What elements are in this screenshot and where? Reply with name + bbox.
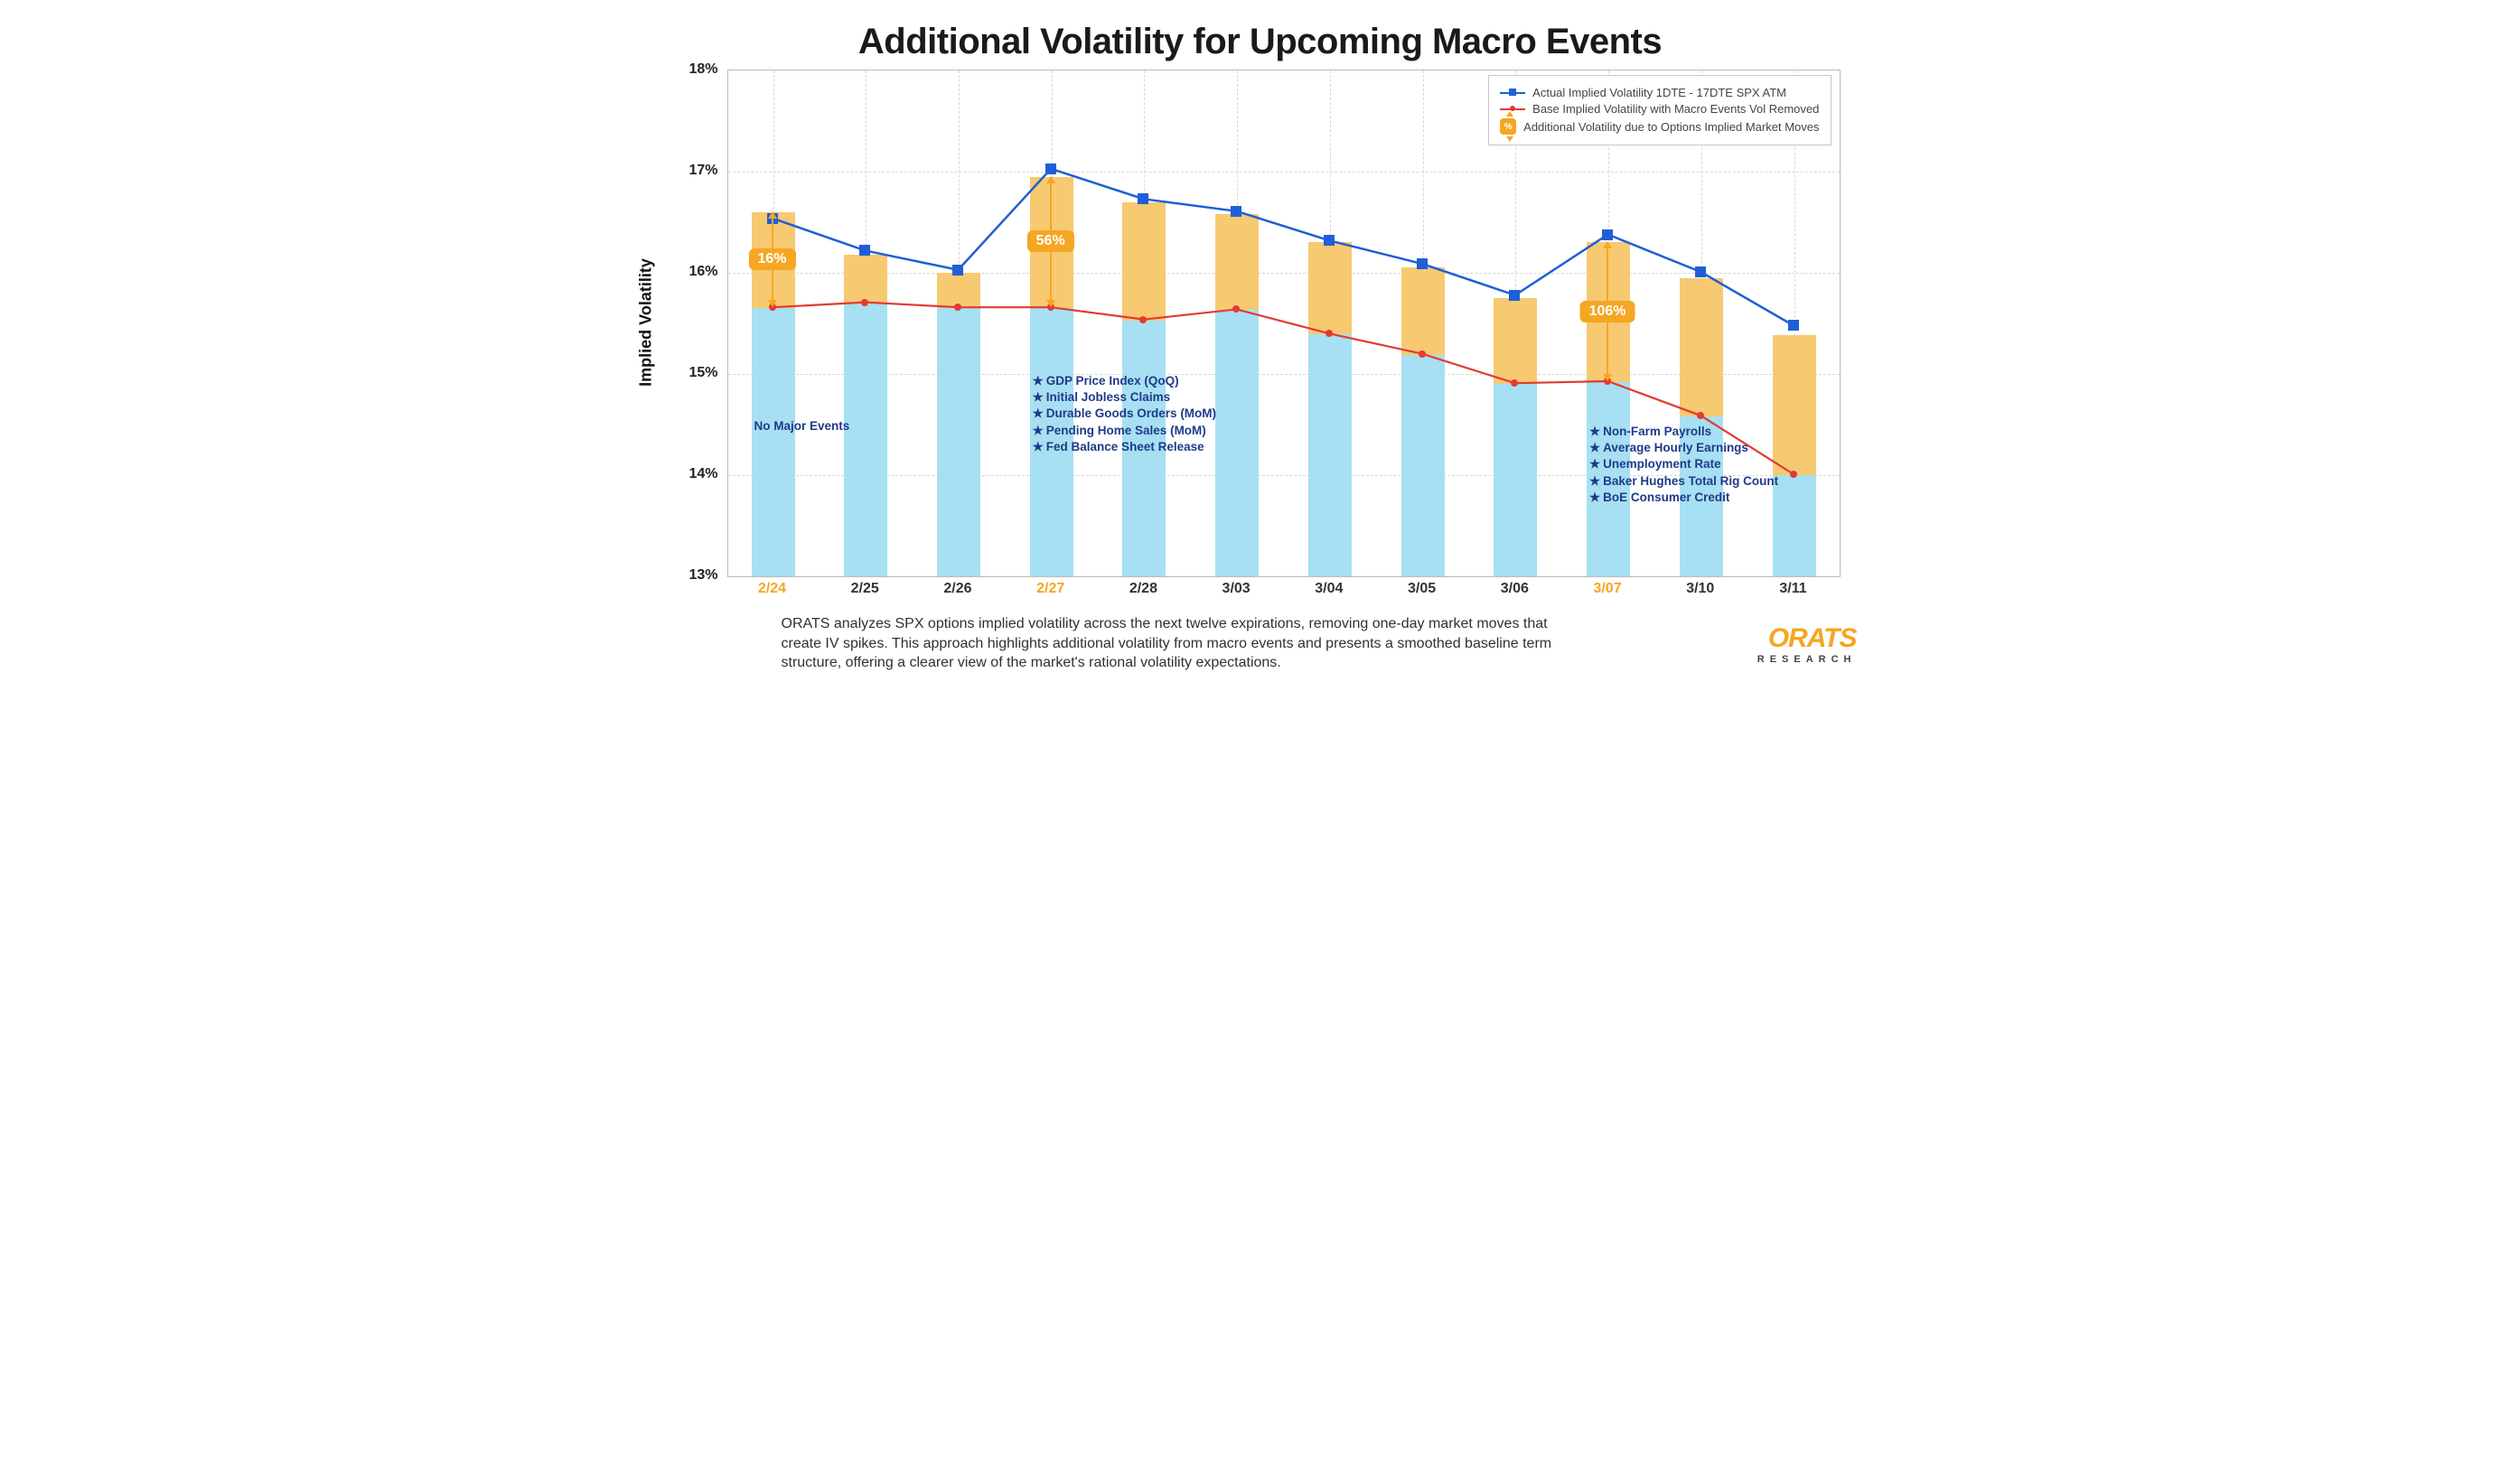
actual-marker: [1602, 229, 1613, 240]
plot-area: Implied Volatility Actual Implied Volati…: [727, 70, 1839, 575]
y-tick-label: 15%: [664, 365, 718, 381]
brand-name: ORATS: [1757, 623, 1857, 654]
legend-item-additional: % Additional Volatility due to Options I…: [1500, 118, 1819, 135]
y-axis-label: Implied Volatility: [636, 258, 655, 387]
event-item: ★Fed Balance Sheet Release: [1033, 439, 1216, 455]
y-tick-label: 18%: [664, 61, 718, 78]
event-item: ★Non-Farm Payrolls: [1589, 424, 1778, 440]
chart-container: Additional Volatility for Upcoming Macro…: [610, 0, 1911, 732]
x-tick-label: 3/10: [1664, 581, 1737, 597]
brand-tagline: RESEARCH: [1757, 654, 1857, 665]
event-item: ★Durable Goods Orders (MoM): [1033, 406, 1216, 422]
event-list: ★GDP Price Index (QoQ)★Initial Jobless C…: [1033, 373, 1216, 455]
base-marker: [1139, 316, 1147, 323]
actual-marker: [1045, 164, 1056, 174]
event-item: ★Unemployment Rate: [1589, 456, 1778, 472]
legend-label: Actual Implied Volatility 1DTE - 17DTE S…: [1532, 86, 1786, 99]
actual-marker: [952, 265, 963, 276]
legend-orange-swatch: %: [1500, 118, 1516, 135]
event-list: No Major Events: [754, 418, 850, 434]
x-tick-label: 2/25: [829, 581, 901, 597]
actual-marker: [1695, 266, 1706, 277]
base-marker: [1232, 305, 1240, 313]
event-item: ★Pending Home Sales (MoM): [1033, 423, 1216, 439]
y-tick-label: 17%: [664, 163, 718, 179]
x-tick-label: 2/24: [736, 581, 809, 597]
y-tick-label: 14%: [664, 466, 718, 482]
x-tick-label: 2/26: [922, 581, 994, 597]
legend-item-base: Base Implied Volatility with Macro Event…: [1500, 102, 1819, 116]
actual-marker: [1138, 193, 1148, 204]
x-tick-label: 3/03: [1200, 581, 1272, 597]
event-list: ★Non-Farm Payrolls★Average Hourly Earnin…: [1589, 424, 1778, 506]
actual-marker: [1417, 258, 1428, 269]
event-item: ★Average Hourly Earnings: [1589, 440, 1778, 456]
base-marker: [1790, 471, 1797, 478]
x-tick-label: 3/11: [1757, 581, 1830, 597]
actual-marker: [1324, 235, 1335, 246]
x-tick-label: 3/07: [1571, 581, 1644, 597]
actual-marker: [1231, 206, 1241, 217]
chart-description: ORATS analyzes SPX options implied volat…: [782, 614, 1577, 673]
event-item: ★Initial Jobless Claims: [1033, 389, 1216, 406]
annotation-badge: 16%: [748, 248, 795, 270]
event-item: No Major Events: [754, 418, 850, 434]
x-tick-label: 3/06: [1478, 581, 1550, 597]
x-tick-label: 3/04: [1293, 581, 1365, 597]
legend-red-swatch: [1500, 108, 1525, 110]
actual-marker: [859, 245, 870, 256]
actual-marker: [1509, 290, 1520, 301]
actual-marker: [1788, 320, 1799, 331]
base-marker: [1326, 330, 1333, 337]
legend-blue-swatch: [1500, 92, 1525, 94]
legend-label: Base Implied Volatility with Macro Event…: [1532, 102, 1819, 116]
x-tick-label: 2/27: [1015, 581, 1087, 597]
base-marker: [1419, 350, 1426, 358]
chart-title: Additional Volatility for Upcoming Macro…: [610, 0, 1911, 70]
actual-line: [773, 169, 1794, 326]
event-item: ★BoE Consumer Credit: [1589, 490, 1778, 506]
base-marker: [954, 304, 961, 311]
legend: Actual Implied Volatility 1DTE - 17DTE S…: [1488, 75, 1831, 145]
legend-item-actual: Actual Implied Volatility 1DTE - 17DTE S…: [1500, 86, 1819, 99]
y-tick-label: 16%: [664, 264, 718, 280]
x-tick-label: 3/05: [1386, 581, 1458, 597]
base-marker: [1511, 379, 1518, 387]
x-tick-label: 2/28: [1107, 581, 1179, 597]
legend-label: Additional Volatility due to Options Imp…: [1523, 120, 1819, 134]
annotation-badge: 56%: [1027, 230, 1074, 252]
base-marker: [861, 299, 868, 306]
y-tick-label: 13%: [664, 567, 718, 584]
brand-logo: ORATS RESEARCH: [1757, 623, 1857, 665]
base-marker: [1697, 412, 1704, 419]
event-item: ★GDP Price Index (QoQ): [1033, 373, 1216, 389]
annotation-badge: 106%: [1580, 301, 1635, 322]
event-item: ★Baker Hughes Total Rig Count: [1589, 473, 1778, 490]
